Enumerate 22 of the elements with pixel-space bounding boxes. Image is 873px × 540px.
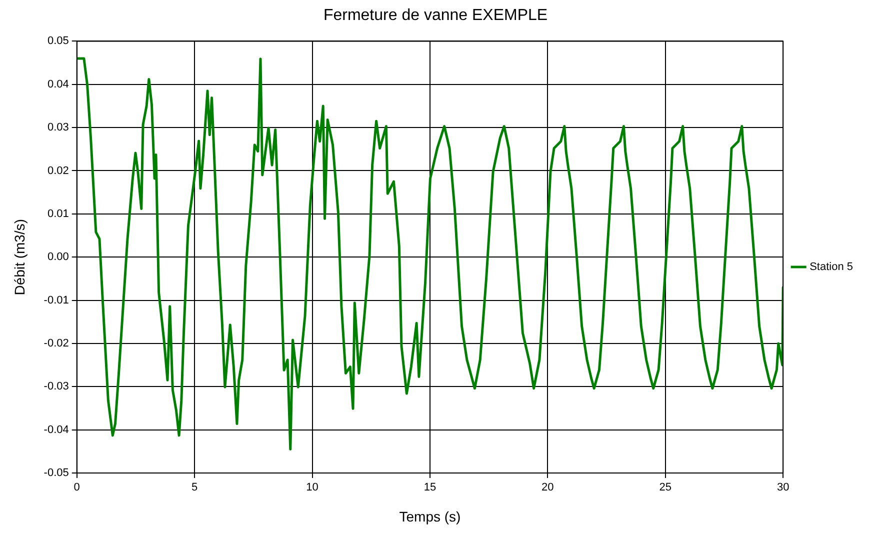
chart-title: Fermeture de vanne EXEMPLE [323, 7, 548, 24]
x-tick-label: 30 [776, 482, 790, 494]
y-tick-label: -0.05 [44, 467, 69, 480]
y-tick-label: 0.00 [47, 251, 69, 264]
x-tick-label: 10 [306, 482, 318, 494]
y-tick-label: 0.04 [47, 78, 69, 90]
y-tick-label: 0.03 [47, 122, 69, 134]
y-tick-label: -0.02 [44, 337, 69, 350]
x-tick-label: 20 [542, 482, 554, 494]
y-tick-label: 0.02 [47, 164, 69, 177]
x-tick-label: 5 [192, 482, 198, 494]
y-tick-label: -0.04 [44, 424, 69, 436]
legend-label: Station 5 [810, 261, 853, 274]
y-tick-label: 0.01 [47, 208, 69, 220]
x-tick-label: 0 [74, 482, 80, 494]
y-tick-label: -0.03 [44, 380, 69, 393]
y-tick-label: 0.05 [47, 35, 69, 48]
x-tick-label: 25 [659, 482, 672, 494]
x-tick-label: 15 [424, 482, 436, 494]
x-axis-title: Temps (s) [399, 508, 461, 524]
y-axis-title: Débit (m3/s) [11, 218, 28, 296]
y-tick-label: -0.01 [44, 294, 69, 306]
